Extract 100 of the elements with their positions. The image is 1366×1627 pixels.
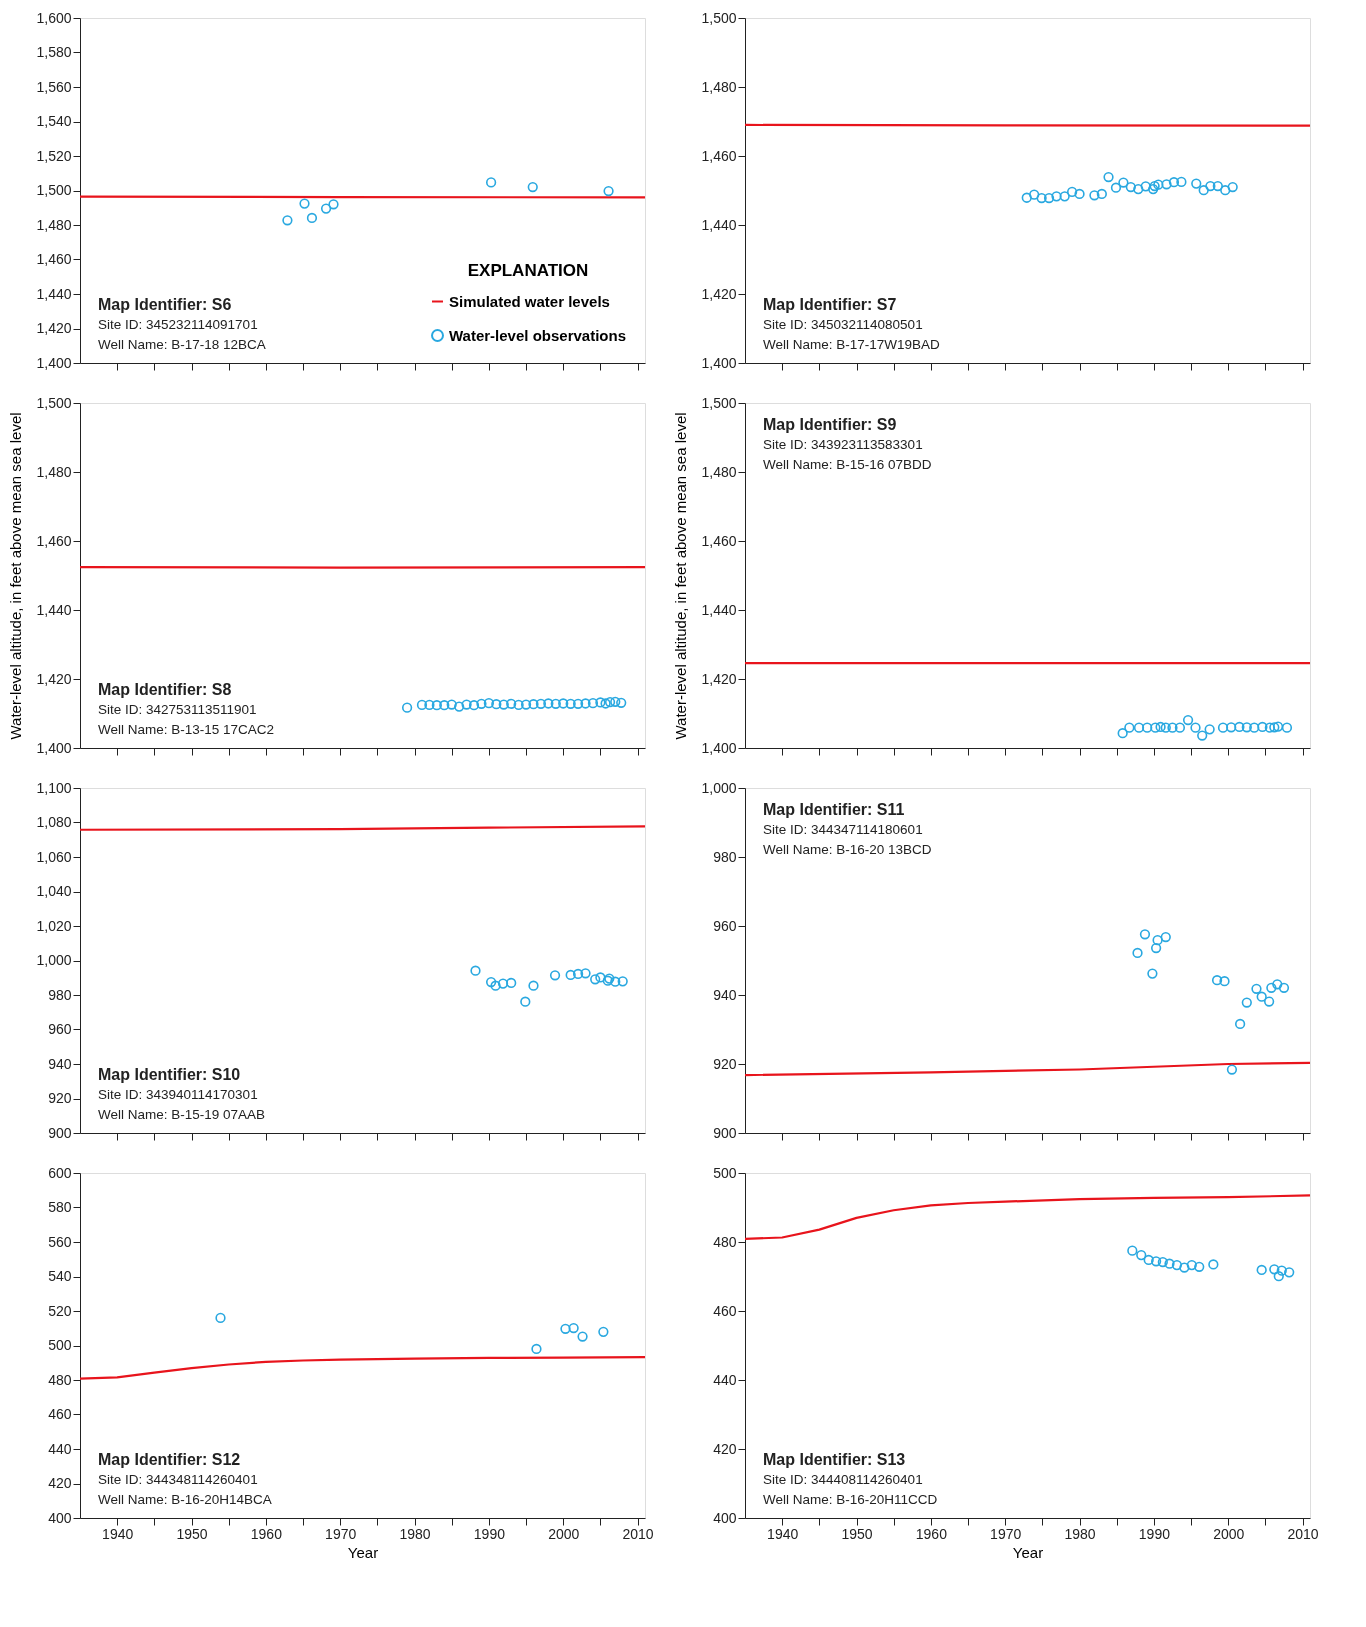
point [1226,722,1237,733]
x-tick-label: 1960 [915,1525,948,1542]
point [1179,1262,1190,1273]
point [1021,192,1032,203]
y-tick-label: 1,420 [701,670,737,687]
y-tick-label: 1,500 [36,394,72,411]
point [1117,728,1128,739]
y-tick-label: 1,600 [36,9,72,26]
point [1164,1258,1175,1269]
point [1125,181,1136,193]
y-tick-label: 1,420 [36,670,72,687]
point [1155,721,1166,733]
x-tick-label: 1970 [325,1525,357,1542]
point [497,978,509,989]
y-tick-label: 1,040 [36,883,72,899]
point [1249,722,1260,733]
y-tick-label: 500 [713,1164,737,1181]
y-axis-title: Water-level altitude, in feet above mean sea level [7,412,25,740]
annotation: Site ID: 345232114091701 [98,317,258,332]
y-tick-label: 940 [48,1055,72,1072]
annotation: Site ID: 342753113511901 [98,702,257,717]
point [1241,722,1252,733]
point [470,965,481,976]
point [1110,182,1122,193]
point [1205,180,1216,192]
point [1029,189,1040,200]
point [1150,942,1162,954]
y-tick-label: 1,400 [36,354,72,371]
y-tick-label: 580 [48,1199,72,1215]
point [572,968,584,980]
annotation: Well Name: B-16-20H14BCA [98,1492,272,1507]
point [1148,184,1159,195]
point [1272,979,1283,990]
y-tick-label: 1,560 [36,78,72,95]
point [1150,1256,1162,1267]
point [1269,1264,1280,1275]
y-tick-label: 460 [713,1302,737,1319]
point [485,177,497,188]
y-tick-label: 1,460 [36,532,72,549]
y-tick-label: 1,400 [701,739,737,756]
x-tick-label: 2010 [622,1525,654,1542]
y-tick-label: 920 [48,1090,72,1106]
y-tick-label: 440 [48,1440,72,1457]
point [1204,724,1215,735]
point [1168,177,1180,188]
point [1140,181,1151,192]
point [1198,185,1209,196]
annotation: Map Identifier: S10 [98,1066,241,1083]
point [1256,991,1267,1002]
y-tick-label: 1,480 [36,463,72,480]
point [1143,1254,1154,1266]
x-tick-label: 1950 [176,1525,208,1542]
annotation: Well Name: B-17-18 12BCA [98,337,266,352]
point [1153,179,1164,190]
y-tick-label: 1,020 [36,917,72,934]
x-axis-title: Year [347,1543,379,1561]
annotation: Site ID: 344347114180601 [763,822,923,837]
point [282,215,293,226]
point [617,976,628,987]
y-tick-label: 1,480 [36,216,72,233]
y-tick-label: 980 [713,848,737,865]
y-tick-label: 1,400 [701,354,737,371]
y-tick-label: 1,440 [36,285,72,302]
point [577,1331,588,1342]
point [1149,180,1160,192]
point [1036,192,1047,204]
point [1182,714,1194,726]
point [1157,1256,1168,1268]
point [1190,722,1201,733]
x-tick-label: 1950 [841,1525,873,1542]
point [1043,192,1055,204]
point [1273,1271,1284,1282]
annotation: Well Name: B-13-15 17CAC2 [98,722,275,737]
x-tick-label: 1990 [1138,1525,1171,1542]
annotation: Well Name: B-16-20H11CCD [763,1492,938,1507]
annotation: Site ID: 343940114170301 [98,1087,258,1102]
point [1124,722,1135,733]
y-tick-label: 1,420 [36,320,72,336]
point [610,976,621,987]
point [1212,180,1223,192]
y-tick-label: 460 [48,1406,72,1422]
annotation: Well Name: B-15-19 07AAB [98,1107,266,1122]
point [1234,721,1245,733]
point [1257,721,1268,733]
line-series [743,1061,1312,1077]
point [1234,1018,1246,1030]
point [1074,188,1085,200]
y-tick-label: 1,460 [36,251,72,267]
point [1256,1264,1267,1276]
y-tick-label: 600 [48,1164,72,1181]
point [1264,722,1275,733]
y-tick-label: 420 [713,1440,737,1457]
y-tick-label: 480 [713,1233,737,1250]
y-tick-label: 1,500 [701,9,737,26]
y-tick-label: 540 [48,1268,72,1284]
point [1132,947,1143,959]
annotation: Map Identifier: S9 [763,416,897,433]
point [580,968,591,979]
point [1211,975,1223,986]
y-tick-label: 520 [48,1302,72,1319]
